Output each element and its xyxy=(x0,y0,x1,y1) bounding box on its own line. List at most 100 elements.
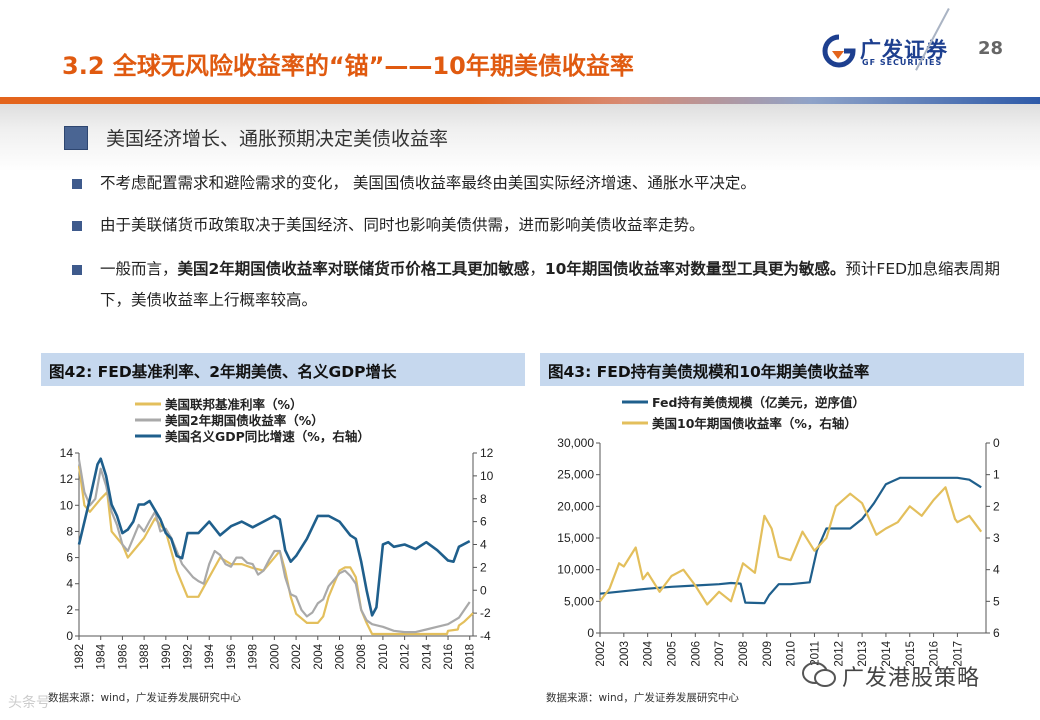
x-tick-label: 2008 xyxy=(356,644,368,670)
bullet-square-icon xyxy=(72,221,82,231)
bullet-text: 一般而言， xyxy=(100,260,178,278)
x-tick-label: 1998 xyxy=(248,644,260,670)
right-tick-label: 1 xyxy=(993,468,1000,482)
x-tick-label: 2017 xyxy=(952,641,964,667)
x-tick-label: 2005 xyxy=(666,641,678,667)
chart-43-source: 数据来源：wind，广发证券发展研究中心 xyxy=(546,692,739,704)
x-tick-label: 1990 xyxy=(161,644,173,670)
left-tick-label: 0 xyxy=(66,629,73,643)
content-background xyxy=(0,104,1040,344)
logo-text-en: GF SECURITIES xyxy=(862,58,943,67)
chart-42-header: 图42: FED基准利率、2年期美债、名义GDP增长 xyxy=(41,353,525,386)
chart-42-source: 数据来源：wind，广发证券发展研究中心 xyxy=(48,692,241,704)
legend-label: 美国10年期国债收益率（%，右轴） xyxy=(652,416,857,431)
page-title: 3.2 全球无风险收益率的“锚”——10年期美债收益率 xyxy=(62,52,634,80)
section-subheading: 美国经济增长、通胀预期决定美债收益率 xyxy=(62,122,1040,152)
x-tick-label: 1984 xyxy=(96,643,108,669)
right-tick-label: 6 xyxy=(993,626,1000,640)
x-tick-label: 2007 xyxy=(714,641,726,667)
left-tick-label: 12 xyxy=(60,472,74,486)
subheading-text: 美国经济增长、通胀预期决定美债收益率 xyxy=(106,128,449,150)
wechat-icon xyxy=(802,662,836,687)
bullet-text: 不考虑配置需求和避险需求的变化， 美国国债收益率最终由美国实际经济增速、通胀水平… xyxy=(100,174,756,192)
left-tick-label: 14 xyxy=(60,446,74,460)
legend-label: Fed持有美债规模（亿美元，逆序值） xyxy=(652,395,865,410)
watermark-text: 广发港股策略 xyxy=(842,666,981,691)
right-tick-label: 4 xyxy=(480,538,487,552)
page-number: 28 xyxy=(978,38,1004,59)
x-tick-label: 2011 xyxy=(809,641,821,666)
legend-label: 美国2年期国债收益率（%） xyxy=(165,413,324,428)
chart-42: 图42: FED基准利率、2年期美债、名义GDP增长 0 2 4 6 8 10 12 14 -4… xyxy=(41,353,525,687)
series-line-1 xyxy=(77,465,474,636)
left-tick-label: 10,000 xyxy=(557,563,594,577)
bullet-bold-text: 10年期国债收益率对数量型工具更为敏感。 xyxy=(544,260,846,278)
right-tick-label: 10 xyxy=(480,469,494,483)
x-tick-label: 2008 xyxy=(738,641,750,667)
x-tick-label: 2018 xyxy=(465,644,477,670)
left-tick-label: 25,000 xyxy=(557,468,594,482)
right-tick-label: 6 xyxy=(480,515,487,529)
x-tick-label: 1986 xyxy=(117,644,129,670)
x-tick-label: 2000 xyxy=(269,644,281,670)
corner-watermark: 头条号 xyxy=(8,695,50,711)
right-tick-label: 2 xyxy=(480,560,487,574)
series-line-1 xyxy=(599,476,982,605)
x-tick-label: 2003 xyxy=(619,641,631,667)
chart-43-plot: 0 5,000 10,000 15,000 20,000 25,000 30,000 0 1 2 3… xyxy=(557,395,1000,667)
right-tick-label: 5 xyxy=(993,594,1000,608)
legend-label: 美国名义GDP同比增速（%，右轴） xyxy=(165,429,370,444)
right-tick-label: 2 xyxy=(993,499,1000,513)
x-tick-label: 2006 xyxy=(690,641,702,667)
right-tick-label: 3 xyxy=(993,531,1000,545)
bullet-square-icon xyxy=(72,179,82,189)
right-tick-label: 8 xyxy=(480,492,487,506)
x-tick-label: 1982 xyxy=(74,644,86,670)
bullet-text: 由于美联储货币政策取决于美国经济、同时也影响美债供需，进而影响美债收益率走势。 xyxy=(100,216,705,234)
logo-text-cn: 广发证券 xyxy=(860,38,948,62)
x-tick-label: 2009 xyxy=(762,641,774,667)
right-tick-label: -4 xyxy=(480,629,491,643)
x-tick-label: 1988 xyxy=(139,644,151,670)
x-tick-label: 2010 xyxy=(378,644,390,670)
x-tick-label: 2014 xyxy=(421,643,433,669)
right-tick-label: 0 xyxy=(480,583,487,597)
left-tick-label: 10 xyxy=(60,498,74,512)
series-line-2 xyxy=(77,459,471,634)
gf-logo-icon xyxy=(822,34,856,68)
bullet-text: ， xyxy=(529,260,545,278)
left-tick-label: 15,000 xyxy=(557,531,594,545)
chart-43-header: 图43: FED持有美债规模和10年期美债收益率 xyxy=(540,353,1024,386)
watermark: 广发港股策略 xyxy=(798,658,1028,692)
left-tick-label: 5,000 xyxy=(564,594,594,608)
x-tick-label: 2010 xyxy=(786,641,798,667)
left-tick-label: 0 xyxy=(587,626,594,640)
legend-label: 美国联邦基准利率（%） xyxy=(165,397,303,412)
x-tick-label: 2014 xyxy=(881,640,893,666)
left-tick-label: 4 xyxy=(66,577,73,591)
x-tick-label: 1996 xyxy=(226,644,238,670)
left-tick-label: 8 xyxy=(66,524,73,538)
x-tick-label: 2002 xyxy=(291,644,303,670)
right-tick-label: 4 xyxy=(993,563,1000,577)
bullet-item: 不考虑配置需求和避险需求的变化， 美国国债收益率最终由美国实际经济增速、通胀水平… xyxy=(72,168,1012,199)
left-tick-label: 30,000 xyxy=(557,436,594,450)
right-tick-label: -2 xyxy=(480,606,491,620)
x-tick-label: 1992 xyxy=(183,644,195,670)
x-tick-label: 2016 xyxy=(929,641,941,667)
x-tick-label: 2012 xyxy=(833,641,845,667)
x-tick-label: 2013 xyxy=(857,641,869,667)
chart-43: 图43: FED持有美债规模和10年期美债收益率 0 5,000 10,000 15,… xyxy=(540,353,1024,687)
x-tick-label: 2016 xyxy=(443,644,455,670)
x-tick-label: 1994 xyxy=(204,643,216,669)
x-tick-label: 2004 xyxy=(643,640,655,666)
chart-42-title: 图42: FED基准利率、2年期美债、名义GDP增长 xyxy=(49,363,397,381)
bullet-item: 由于美联储货币政策取决于美国经济、同时也影响美债供需，进而影响美债收益率走势。 xyxy=(72,210,1012,241)
right-tick-label: 12 xyxy=(480,446,494,460)
chart-43-title: 图43: FED持有美债规模和10年期美债收益率 xyxy=(548,363,870,381)
bullet-bold-text: 美国2年期国债收益率对联储货币价格工具更加敏感 xyxy=(177,260,530,278)
left-tick-label: 2 xyxy=(66,603,73,617)
x-tick-label: 2002 xyxy=(595,641,607,667)
bullet-square-icon xyxy=(72,265,82,275)
right-tick-label: 0 xyxy=(993,436,1000,450)
